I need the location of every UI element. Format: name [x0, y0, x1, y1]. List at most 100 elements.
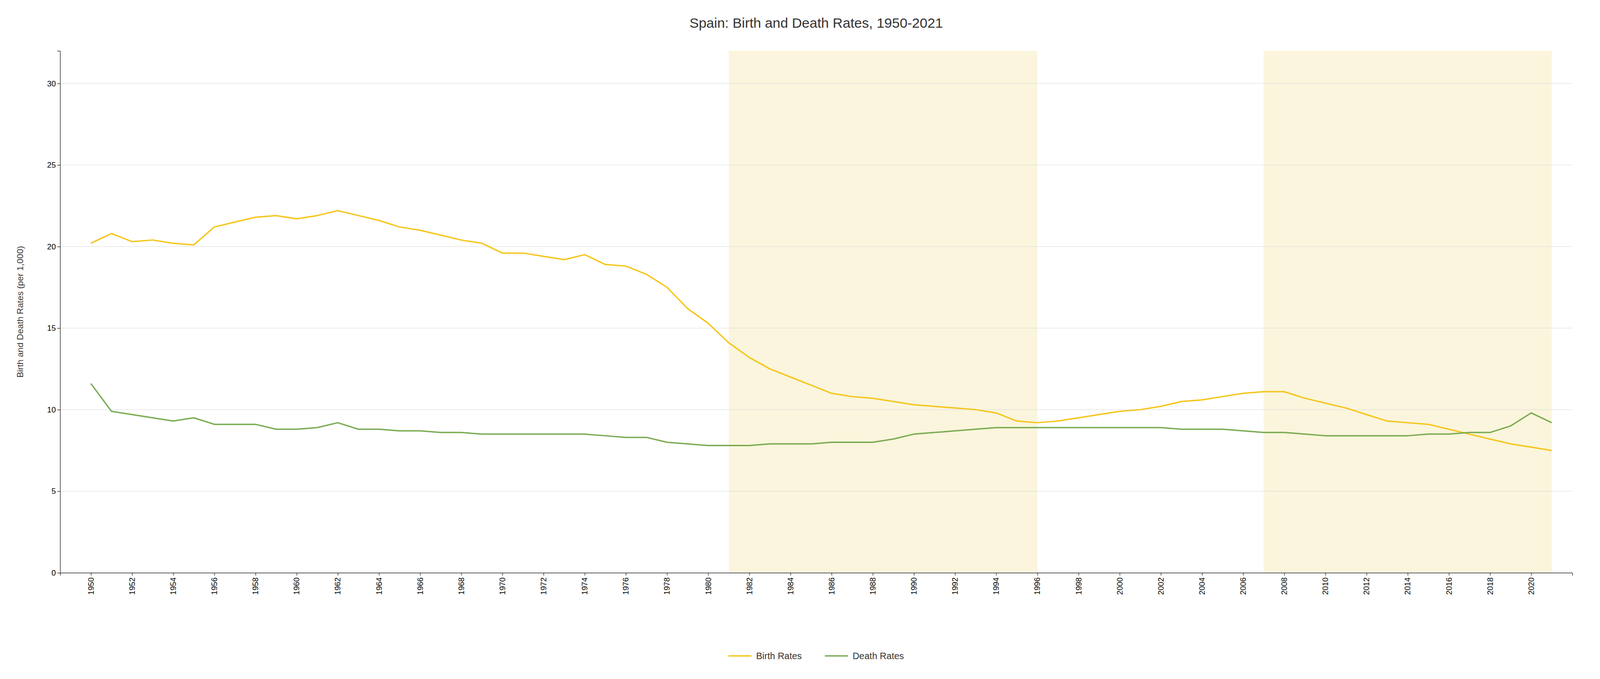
x-tick: 1994	[991, 572, 1001, 595]
x-tick: 1958	[251, 572, 260, 595]
x-tick: 2004	[1197, 572, 1207, 595]
x-axis-line	[60, 573, 1573, 576]
grid-line	[60, 83, 1573, 84]
grid	[60, 83, 1573, 573]
x-tick-label: 1974	[580, 577, 590, 595]
legend-label: Birth Rates	[755, 650, 802, 661]
y-axis-label: Birth and Death Rates (per 1,000)	[15, 245, 25, 378]
x-tick-label: 1992	[950, 577, 960, 595]
x-tick-mark	[420, 572, 421, 576]
x-tick: 1950	[86, 572, 96, 595]
x-tick-label: 1982	[745, 577, 755, 595]
x-tick-mark	[872, 572, 874, 576]
x-tick-label: 1960	[292, 577, 302, 595]
y-tick-label: 20	[47, 242, 56, 252]
x-tick-label: 2018	[1485, 577, 1495, 595]
x-tick-label: 2010	[1321, 577, 1330, 595]
grid-line	[60, 164, 1573, 166]
x-tick-label: 1952	[127, 577, 137, 595]
x-tick-mark	[1037, 572, 1038, 576]
x-tick-mark	[255, 572, 256, 576]
x-tick: 1962	[333, 572, 343, 595]
x-tick: 2010	[1321, 572, 1330, 595]
title: Spain: Birth and Death Rates, 1950-2021	[689, 15, 943, 31]
x-tick-mark	[1201, 572, 1203, 576]
x-tick: 1956	[210, 572, 219, 595]
x-tick-label: 2012	[1362, 577, 1371, 595]
x-tick: 1952	[127, 572, 137, 595]
x-tick-mark	[1490, 572, 1491, 576]
shaded-band	[728, 50, 1038, 573]
x-tick: 2016	[1444, 572, 1454, 595]
x-tick: 2000	[1115, 572, 1125, 595]
x-tick-mark	[1284, 572, 1285, 576]
y-tick-mark	[57, 246, 61, 248]
x-tick-label: 1964	[374, 577, 384, 595]
legend-swatch	[824, 655, 848, 657]
x-tick-label: 1976	[621, 577, 631, 595]
x-tick-label: 1966	[416, 577, 425, 595]
x-tick-mark	[790, 572, 791, 576]
x-tick-mark	[296, 572, 297, 576]
y-tick-mark	[57, 327, 61, 329]
legend-swatch	[728, 655, 752, 657]
x-tick: 1996	[1032, 572, 1042, 595]
x-tick-mark	[749, 572, 750, 576]
x-tick-label: 2020	[1527, 577, 1536, 595]
x-tick-mark	[584, 572, 586, 576]
series-line	[90, 210, 1552, 451]
x-tick-label: 1998	[1074, 577, 1084, 595]
x-tick-label: 2008	[1280, 577, 1289, 595]
x-tick-mark	[502, 572, 503, 576]
x-tick: 2018	[1485, 572, 1495, 595]
x-tick-mark	[214, 572, 215, 576]
x-tick-label: 1972	[539, 577, 549, 595]
y-tick: 20	[47, 242, 61, 252]
y-tick: 15	[47, 323, 61, 333]
x-tick-mark	[666, 572, 668, 576]
y-tick-mark	[57, 490, 61, 492]
x-tick-mark	[1243, 572, 1244, 576]
x-tick: 2006	[1238, 572, 1248, 595]
x-tick-label: 1950	[86, 577, 96, 595]
x-tick-mark	[1078, 572, 1080, 576]
y-tick: 10	[47, 405, 61, 415]
shaded-band	[1263, 50, 1552, 573]
y-tick-label: 15	[47, 323, 56, 333]
bands	[728, 50, 1552, 573]
x-tick: 1970	[498, 572, 508, 595]
x-tick-mark	[1325, 572, 1326, 576]
y-tick: 25	[47, 160, 61, 170]
x-tick: 1974	[580, 572, 590, 595]
x-tick-label: 1970	[498, 577, 508, 595]
x-tick: 1964	[374, 572, 384, 595]
x-tick: 2012	[1362, 572, 1371, 595]
x-tick-label: 1986	[827, 577, 837, 595]
x-tick-label: 1956	[210, 577, 219, 595]
x-tick-mark	[1119, 572, 1121, 576]
x-tick-label: 1984	[786, 577, 796, 595]
x-tick-label: 1988	[868, 577, 878, 595]
x-tick-mark	[913, 572, 915, 576]
x-tick-mark	[379, 572, 380, 576]
x-tick-mark	[1407, 572, 1409, 576]
x-tick-mark	[132, 572, 133, 576]
x-tick-mark	[1531, 572, 1532, 576]
legend-label: Death Rates	[852, 650, 904, 661]
y-axis-line	[57, 51, 61, 574]
y-tick-label: 25	[47, 160, 56, 170]
chart: 1950 1952 1954 1956 1958 1960 1962 1964 1966 1968…	[0, 0, 1600, 679]
x-tick-mark	[1449, 572, 1450, 576]
x-tick: 1968	[457, 572, 466, 595]
x-tick-label: 1962	[333, 577, 343, 595]
x-axis: 1950 1952 1954 1956 1958 1960 1962 1964 1966 1968…	[60, 572, 1573, 595]
x-tick-label: 1954	[169, 577, 178, 595]
x-tick-mark	[543, 572, 544, 576]
x-tick: 1988	[868, 572, 878, 595]
x-tick: 1978	[662, 572, 672, 595]
x-tick: 2014	[1403, 572, 1413, 595]
y-tick-label: 0	[51, 568, 56, 578]
x-tick: 2002	[1156, 572, 1166, 595]
x-tick: 1966	[416, 572, 425, 595]
x-tick-label: 2006	[1238, 577, 1248, 595]
